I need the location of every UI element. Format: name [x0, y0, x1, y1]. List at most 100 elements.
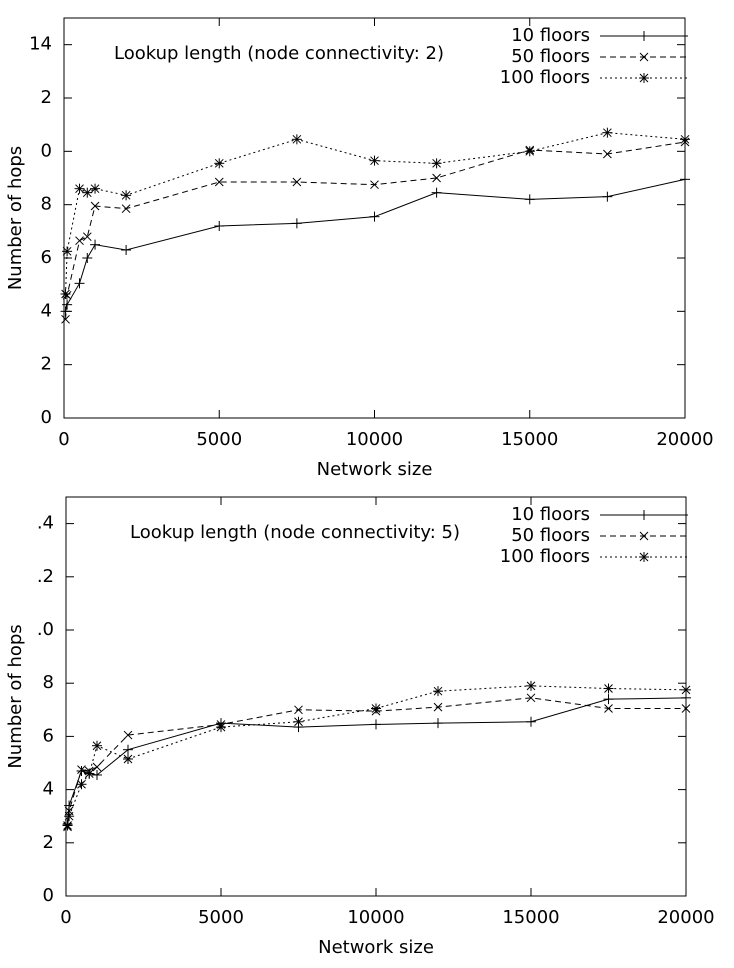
annotation: Lookup length (node connectivity: 5) — [130, 522, 460, 543]
x-tick-label: 10000 — [347, 907, 404, 928]
marker-part — [90, 184, 100, 194]
data-point — [433, 702, 443, 712]
data-point — [84, 768, 95, 779]
y-tick-label: 2 — [41, 354, 52, 375]
marker-part — [681, 685, 691, 695]
marker-part — [370, 180, 379, 190]
data-point — [60, 289, 71, 299]
data-point — [214, 177, 224, 187]
y-tick-label: 6 — [41, 247, 52, 268]
data-point — [75, 236, 84, 246]
legend-marker — [639, 531, 649, 541]
marker-part — [371, 704, 381, 713]
y-tick-label: 0 — [43, 885, 54, 906]
chart: 0 2 4 6 8 0 2 14 0 5000 10000 15000 20000 Network siz… — [5, 17, 714, 480]
data-point — [431, 187, 442, 198]
y-tick-label: 0 — [41, 407, 52, 428]
data-point — [121, 190, 132, 201]
legend-marker — [639, 31, 649, 41]
marker-part — [214, 177, 224, 187]
data-point — [292, 177, 302, 187]
data-point — [603, 683, 614, 694]
data-point — [680, 174, 690, 185]
legend-label: 10 floors — [511, 504, 590, 525]
data-point — [90, 183, 101, 194]
data-point — [90, 201, 100, 211]
marker-part — [75, 236, 84, 246]
marker-part — [294, 717, 303, 727]
data-point — [82, 253, 93, 263]
marker-part — [294, 705, 303, 715]
data-point — [76, 779, 87, 790]
marker-part — [63, 821, 72, 830]
data-point — [76, 765, 87, 776]
x-tick-label: 5000 — [196, 429, 242, 450]
marker-part — [603, 149, 612, 159]
marker-part — [77, 779, 86, 789]
y-axis-label: Number of hops — [5, 624, 26, 768]
marker-part — [216, 722, 226, 732]
data-point — [74, 278, 85, 289]
y-tick-label: 0 — [41, 140, 52, 161]
marker-part — [639, 52, 649, 62]
series-line — [67, 697, 687, 825]
data-point — [603, 694, 614, 705]
marker-part — [433, 702, 443, 712]
marker-part — [525, 146, 535, 156]
data-point — [121, 245, 132, 255]
data-point — [431, 158, 442, 169]
legend-label: 100 floors — [500, 546, 590, 567]
data-point — [680, 134, 690, 145]
data-point — [602, 191, 613, 202]
data-point — [61, 314, 70, 324]
data-point — [62, 820, 73, 831]
data-point — [524, 146, 535, 157]
marker-part — [681, 704, 691, 713]
data-point — [62, 299, 73, 310]
data-point — [92, 762, 102, 772]
x-tick-label: 5000 — [198, 907, 244, 928]
data-point — [216, 722, 226, 733]
marker-part — [64, 811, 74, 821]
marker-part — [432, 158, 441, 168]
data-point — [123, 754, 133, 765]
marker-part — [121, 204, 131, 214]
marker-part — [61, 289, 70, 299]
x-tick-label: 15000 — [501, 429, 558, 450]
x-tick-label: 0 — [58, 429, 69, 450]
y-tick-label: 8 — [41, 194, 52, 215]
data-point — [214, 158, 225, 169]
plot-frame — [65, 496, 687, 897]
data-point — [74, 183, 85, 194]
data-point — [64, 800, 75, 811]
data-point — [371, 703, 381, 714]
x-tick-label: 0 — [60, 907, 71, 928]
x-axis-label: Network size — [317, 459, 433, 480]
marker-part — [82, 232, 92, 242]
marker-part — [526, 693, 536, 703]
data-point — [604, 704, 613, 713]
marker-part — [603, 128, 612, 138]
marker-part — [92, 762, 102, 772]
data-point — [433, 718, 443, 729]
y-axis-label: Number of hops — [5, 146, 26, 290]
legend-marker — [639, 510, 649, 520]
data-point — [82, 187, 93, 198]
data-point — [62, 246, 73, 257]
data-point — [526, 680, 536, 691]
x-tick-label: 10000 — [346, 429, 403, 450]
data-point — [294, 705, 303, 715]
y-tick-label: 2 — [41, 87, 52, 108]
y-tick-label: 4 — [43, 779, 54, 800]
y-tick-label: .0 — [37, 619, 54, 640]
marker-part — [61, 314, 70, 324]
data-point — [681, 704, 691, 713]
marker-part — [639, 552, 649, 562]
data-point — [90, 239, 101, 250]
x-axis-label: Network size — [318, 937, 434, 958]
x-tick-label: 15000 — [502, 907, 559, 928]
marker-part — [526, 681, 536, 691]
data-point — [214, 221, 225, 231]
annotation: Lookup length (node connectivity: 2) — [114, 43, 444, 64]
marker-part — [292, 134, 302, 144]
